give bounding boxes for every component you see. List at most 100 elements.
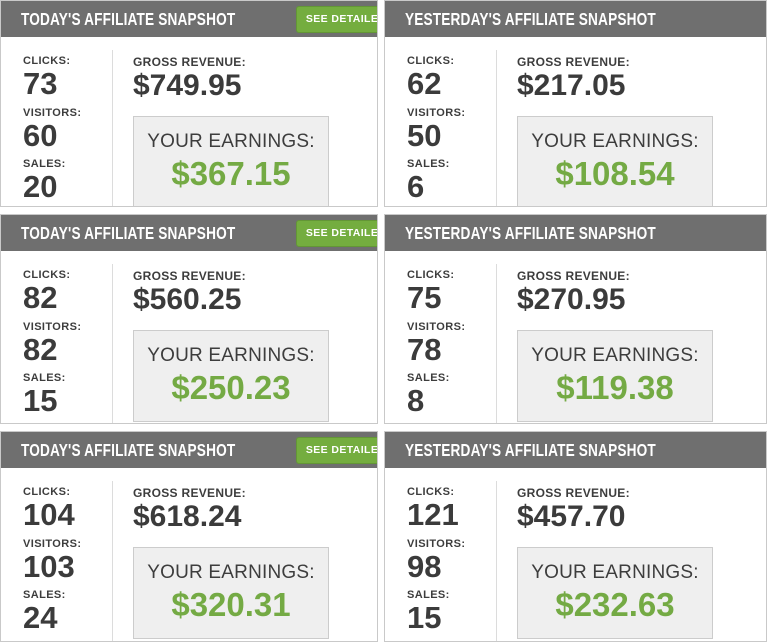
clicks-label: CLICKS: bbox=[23, 269, 71, 281]
affiliate-snapshot-panel: YESTERDAY'S AFFILIATE SNAPSHOT CLICKS: 6… bbox=[384, 0, 767, 207]
stats-column: CLICKS: 121 VISITORS: 98 SALES: 15 bbox=[385, 481, 497, 641]
see-detailed-stats-button[interactable]: SEE DETAILED STATS bbox=[295, 5, 378, 33]
panel-header: TODAY'S AFFILIATE SNAPSHOT SEE DETAILED … bbox=[1, 215, 377, 251]
panel-body: CLICKS: 75 VISITORS: 78 SALES: 8 GROSS R… bbox=[385, 251, 766, 423]
gross-revenue-label: GROSS REVENUE: bbox=[517, 55, 630, 69]
affiliate-snapshot-panel: TODAY'S AFFILIATE SNAPSHOT SEE DETAILED … bbox=[0, 431, 378, 642]
your-earnings-label: YOUR EARNINGS: bbox=[531, 344, 699, 366]
visitors-label: VISITORS: bbox=[23, 537, 82, 550]
affiliate-snapshot-panel: TODAY'S AFFILIATE SNAPSHOT SEE DETAILED … bbox=[0, 0, 378, 207]
stats-column: CLICKS: 104 VISITORS: 103 SALES: 24 bbox=[1, 481, 113, 641]
your-earnings-label: YOUR EARNINGS: bbox=[147, 130, 315, 152]
panel-title: YESTERDAY'S AFFILIATE SNAPSHOT bbox=[405, 439, 656, 460]
visitors-label: VISITORS: bbox=[407, 320, 466, 333]
gross-revenue-value: $457.70 bbox=[517, 500, 626, 533]
sales-label: SALES: bbox=[407, 589, 450, 602]
gross-revenue-label: GROSS REVENUE: bbox=[517, 486, 630, 500]
panel-header: YESTERDAY'S AFFILIATE SNAPSHOT bbox=[385, 432, 766, 468]
panel-body: CLICKS: 62 VISITORS: 50 SALES: 6 GROSS R… bbox=[385, 37, 766, 206]
gross-revenue-value: $217.05 bbox=[517, 69, 626, 102]
sales-label: SALES: bbox=[407, 372, 450, 385]
your-earnings-value: $108.54 bbox=[555, 154, 675, 192]
revenue-column: GROSS REVENUE: $457.70 YOUR EARNINGS: $2… bbox=[497, 481, 766, 641]
visitors-label: VISITORS: bbox=[23, 320, 82, 333]
gross-revenue-label: GROSS REVENUE: bbox=[133, 486, 246, 500]
visitors-label: VISITORS: bbox=[23, 106, 82, 119]
sales-value: 8 bbox=[407, 383, 425, 419]
your-earnings-value: $320.31 bbox=[171, 585, 291, 623]
revenue-column: GROSS REVENUE: $618.24 YOUR EARNINGS: $3… bbox=[113, 481, 377, 641]
visitors-label: VISITORS: bbox=[407, 106, 466, 119]
panel-header: TODAY'S AFFILIATE SNAPSHOT SEE DETAILED … bbox=[1, 432, 377, 468]
gross-revenue-label: GROSS REVENUE: bbox=[517, 269, 630, 283]
sales-label: SALES: bbox=[23, 372, 66, 385]
gross-revenue-value: $749.95 bbox=[133, 69, 242, 102]
visitors-value: 82 bbox=[23, 331, 58, 367]
earnings-box: YOUR EARNINGS: $232.63 bbox=[517, 546, 713, 639]
panel-title: YESTERDAY'S AFFILIATE SNAPSHOT bbox=[405, 222, 656, 243]
panel-body: CLICKS: 104 VISITORS: 103 SALES: 24 GROS… bbox=[1, 468, 377, 641]
earnings-box: YOUR EARNINGS: $367.15 bbox=[133, 115, 329, 206]
visitors-value: 98 bbox=[407, 548, 442, 584]
stats-column: CLICKS: 82 VISITORS: 82 SALES: 15 bbox=[1, 264, 113, 423]
clicks-value: 73 bbox=[23, 66, 58, 101]
your-earnings-label: YOUR EARNINGS: bbox=[147, 344, 315, 366]
earnings-box: YOUR EARNINGS: $320.31 bbox=[133, 546, 329, 639]
gross-revenue-value: $618.24 bbox=[133, 500, 242, 533]
clicks-value: 75 bbox=[407, 280, 442, 315]
gross-revenue-label: GROSS REVENUE: bbox=[133, 55, 246, 69]
sales-value: 15 bbox=[23, 383, 58, 419]
panel-title: TODAY'S AFFILIATE SNAPSHOT bbox=[21, 222, 236, 243]
revenue-column: GROSS REVENUE: $749.95 YOUR EARNINGS: $3… bbox=[113, 50, 377, 206]
visitors-value: 103 bbox=[23, 548, 75, 584]
affiliate-snapshot-panel: TODAY'S AFFILIATE SNAPSHOT SEE DETAILED … bbox=[0, 214, 378, 424]
sales-label: SALES: bbox=[23, 158, 66, 171]
earnings-box: YOUR EARNINGS: $119.38 bbox=[517, 329, 713, 422]
see-detailed-stats-label: SEE DETAILED STATS bbox=[305, 444, 378, 456]
your-earnings-value: $250.23 bbox=[171, 368, 291, 406]
your-earnings-label: YOUR EARNINGS: bbox=[147, 561, 315, 583]
panel-body: CLICKS: 121 VISITORS: 98 SALES: 15 GROSS… bbox=[385, 468, 766, 641]
clicks-value: 62 bbox=[407, 66, 442, 101]
panel-title: YESTERDAY'S AFFILIATE SNAPSHOT bbox=[405, 8, 656, 29]
panel-header: YESTERDAY'S AFFILIATE SNAPSHOT bbox=[385, 215, 766, 251]
panel-body: CLICKS: 73 VISITORS: 60 SALES: 20 GROSS … bbox=[1, 37, 377, 206]
gross-revenue-label: GROSS REVENUE: bbox=[133, 269, 246, 283]
see-detailed-stats-button[interactable]: SEE DETAILED STATS bbox=[295, 436, 378, 464]
your-earnings-label: YOUR EARNINGS: bbox=[531, 561, 699, 583]
sales-label: SALES: bbox=[407, 158, 450, 171]
affiliate-snapshot-panel: YESTERDAY'S AFFILIATE SNAPSHOT CLICKS: 7… bbox=[384, 214, 767, 424]
panel-header: TODAY'S AFFILIATE SNAPSHOT SEE DETAILED … bbox=[1, 1, 377, 37]
sales-value: 6 bbox=[407, 169, 425, 205]
see-detailed-stats-button[interactable]: SEE DETAILED STATS bbox=[295, 219, 377, 247]
visitors-value: 78 bbox=[407, 331, 442, 367]
sales-label: SALES: bbox=[23, 589, 66, 602]
earnings-box: YOUR EARNINGS: $250.23 bbox=[133, 329, 329, 422]
visitors-label: VISITORS: bbox=[407, 537, 466, 550]
see-detailed-stats-label: SEE DETAILED STATS bbox=[305, 13, 378, 25]
panel-title: TODAY'S AFFILIATE SNAPSHOT bbox=[21, 439, 236, 460]
clicks-label: CLICKS: bbox=[407, 55, 455, 67]
clicks-value: 104 bbox=[23, 497, 75, 532]
clicks-label: CLICKS: bbox=[23, 486, 71, 498]
clicks-value: 121 bbox=[407, 497, 459, 532]
sales-value: 20 bbox=[23, 169, 58, 205]
your-earnings-value: $367.15 bbox=[171, 154, 291, 192]
clicks-label: CLICKS: bbox=[407, 269, 455, 281]
sales-value: 24 bbox=[23, 600, 58, 636]
revenue-column: GROSS REVENUE: $560.25 YOUR EARNINGS: $2… bbox=[113, 264, 377, 423]
earnings-box: YOUR EARNINGS: $108.54 bbox=[517, 115, 713, 206]
panel-title: TODAY'S AFFILIATE SNAPSHOT bbox=[21, 8, 236, 29]
stats-column: CLICKS: 75 VISITORS: 78 SALES: 8 bbox=[385, 264, 497, 423]
clicks-label: CLICKS: bbox=[407, 486, 455, 498]
panel-header: YESTERDAY'S AFFILIATE SNAPSHOT bbox=[385, 1, 766, 37]
visitors-value: 50 bbox=[407, 117, 442, 153]
panel-body: CLICKS: 82 VISITORS: 82 SALES: 15 GROSS … bbox=[1, 251, 377, 423]
your-earnings-value: $232.63 bbox=[555, 585, 675, 623]
revenue-column: GROSS REVENUE: $270.95 YOUR EARNINGS: $1… bbox=[497, 264, 766, 423]
affiliate-snapshot-panel: YESTERDAY'S AFFILIATE SNAPSHOT CLICKS: 1… bbox=[384, 431, 767, 642]
sales-value: 15 bbox=[407, 600, 442, 636]
your-earnings-value: $119.38 bbox=[556, 368, 674, 406]
stats-column: CLICKS: 73 VISITORS: 60 SALES: 20 bbox=[1, 50, 113, 206]
